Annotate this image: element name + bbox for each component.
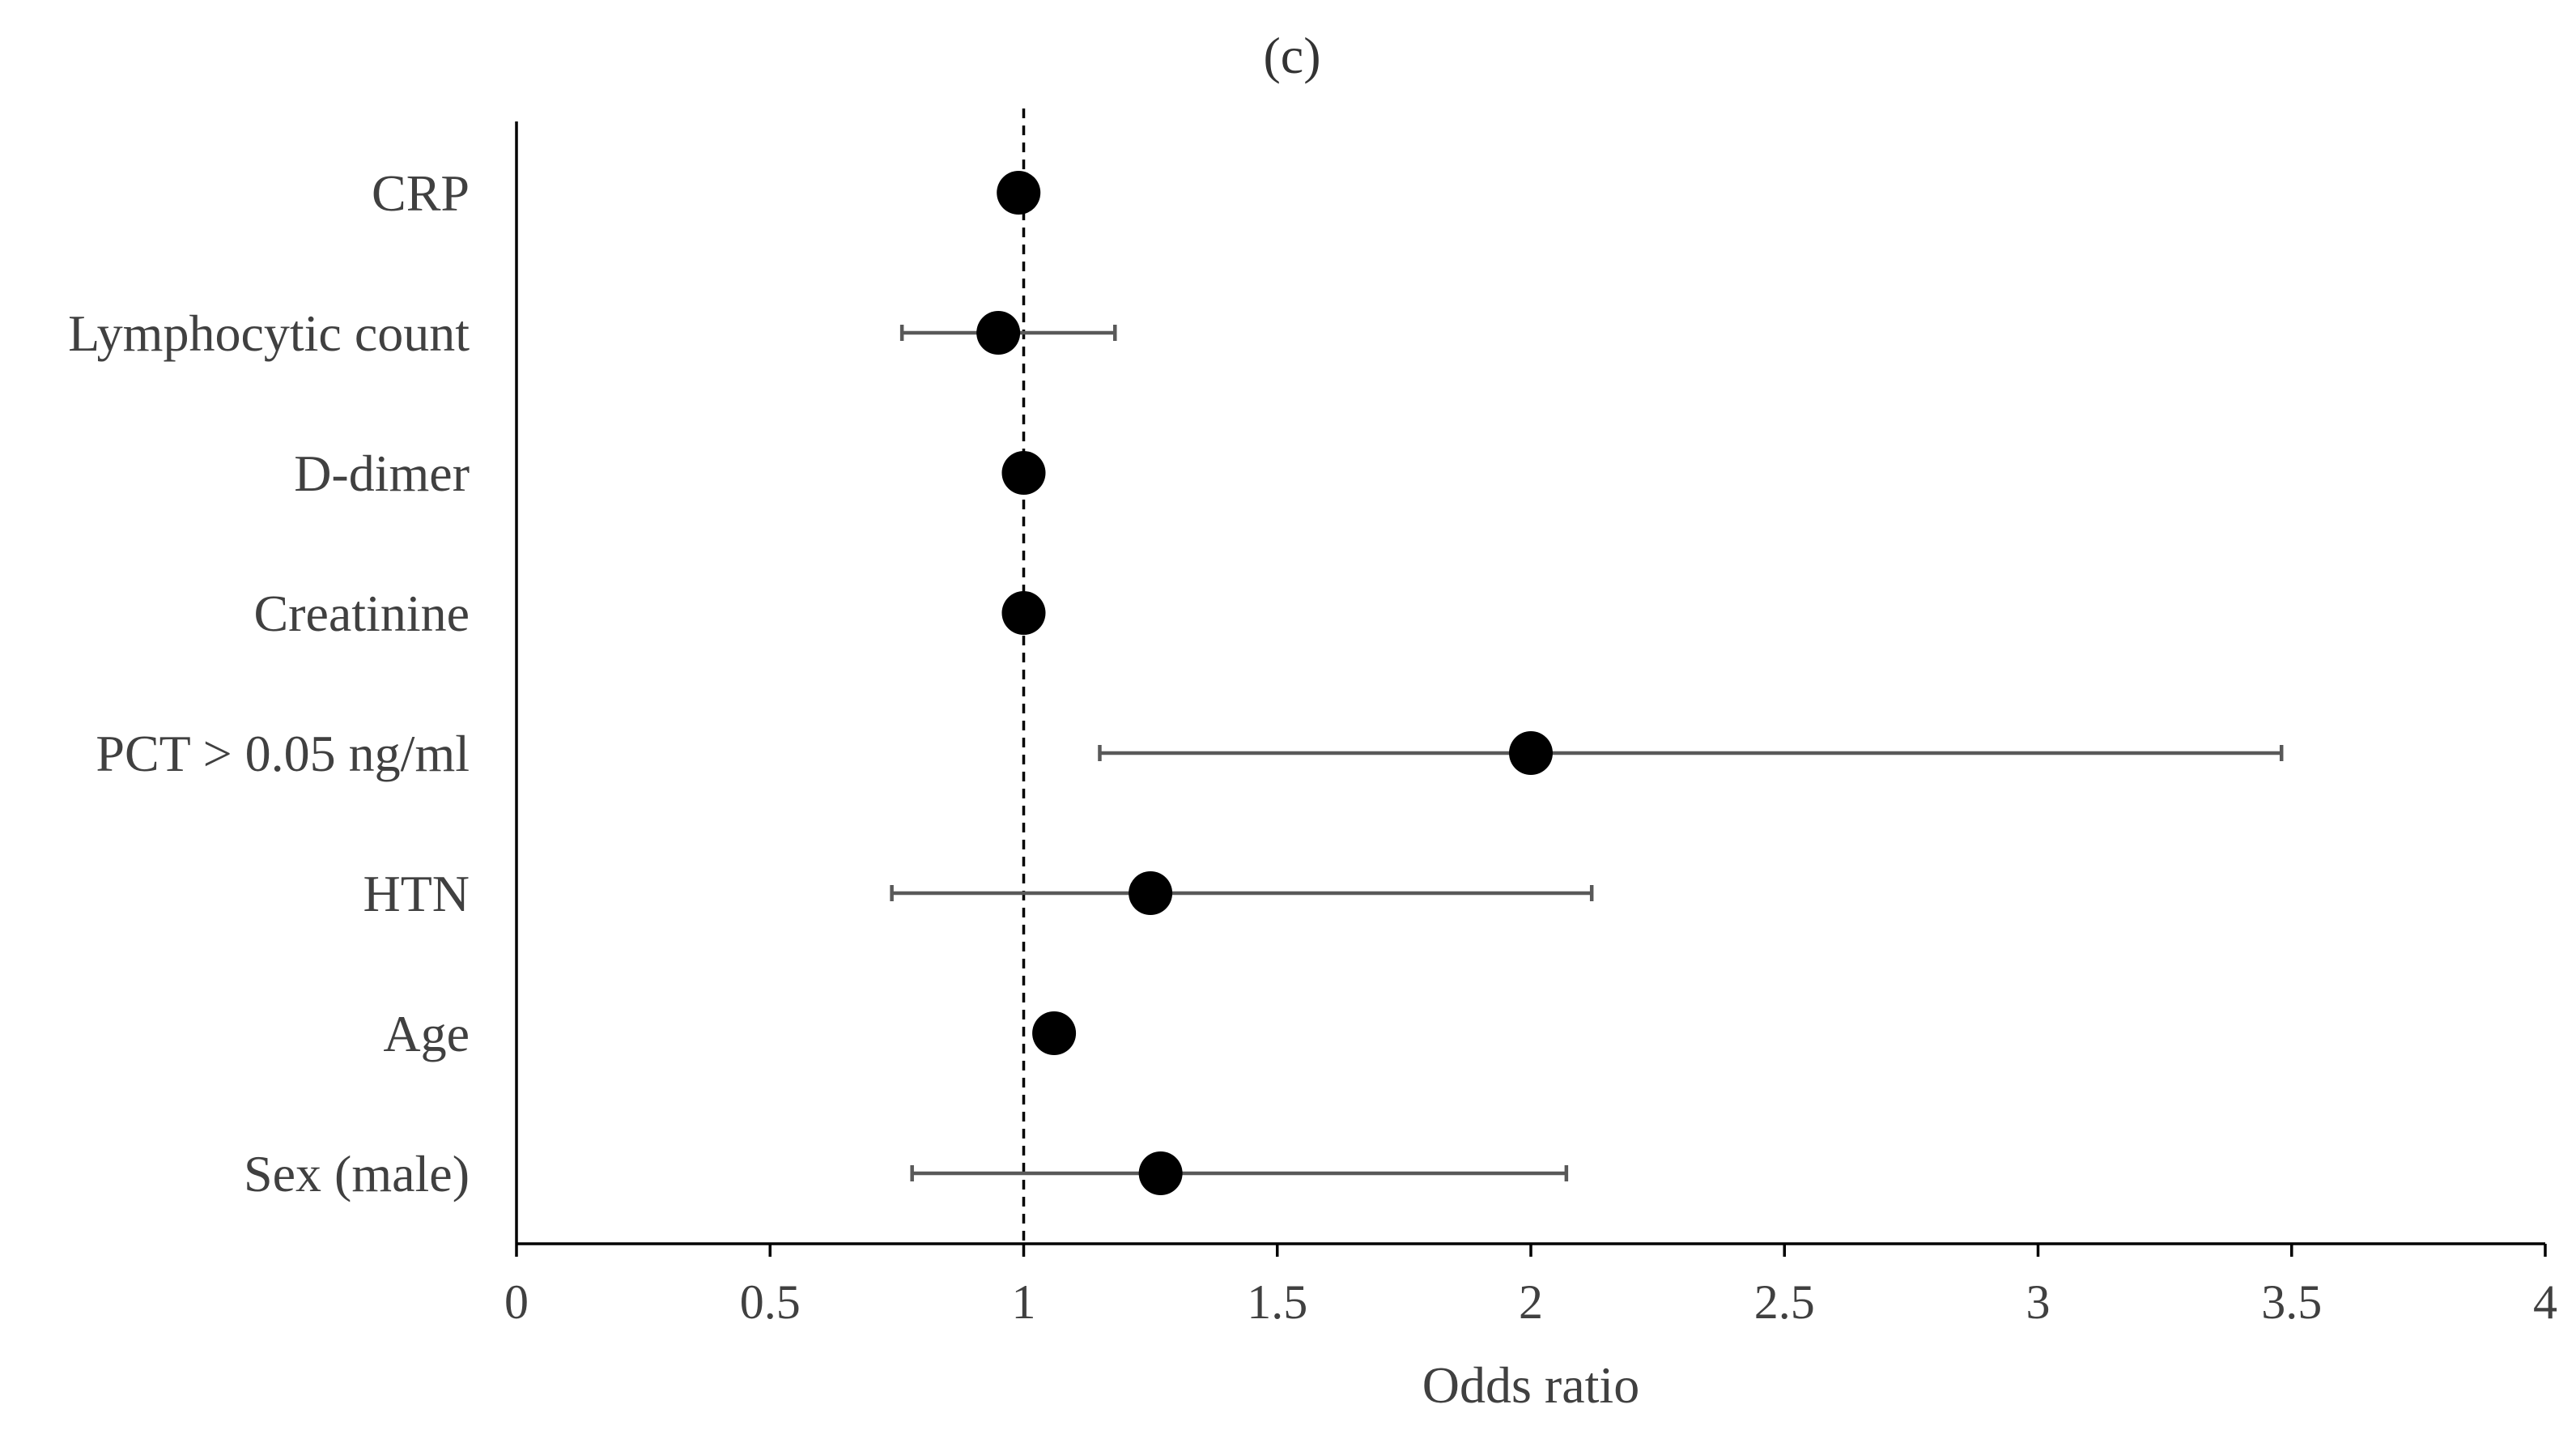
odds-ratio-points bbox=[976, 171, 1553, 1195]
x-tick-label: 3 bbox=[2026, 1275, 2051, 1329]
odds-ratio-point bbox=[976, 311, 1021, 355]
x-tick-label: 0 bbox=[504, 1275, 529, 1329]
x-tick-label: 2 bbox=[1519, 1275, 1543, 1329]
category-labels: CRP Lymphocytic count D-dimer Creatinine PCT… bbox=[68, 164, 470, 1202]
category-label: Sex (male) bbox=[244, 1145, 470, 1202]
odds-ratio-point bbox=[1138, 1151, 1183, 1195]
category-label: CRP bbox=[372, 164, 470, 222]
category-label: Creatinine bbox=[253, 585, 470, 642]
x-tick-label: 3.5 bbox=[2261, 1275, 2322, 1329]
odds-ratio-point bbox=[997, 171, 1041, 215]
x-tick-label: 1 bbox=[1012, 1275, 1036, 1329]
odds-ratio-point bbox=[1001, 591, 1046, 635]
odds-ratio-point bbox=[1032, 1011, 1077, 1055]
category-label: Age bbox=[383, 1005, 470, 1062]
x-tick-label: 1.5 bbox=[1247, 1275, 1307, 1329]
odds-ratio-point bbox=[1129, 871, 1173, 915]
x-tick-label: 2.5 bbox=[1754, 1275, 1815, 1329]
chart-title: (c) bbox=[1263, 27, 1320, 84]
odds-ratio-point bbox=[1001, 451, 1046, 495]
category-label: D-dimer bbox=[294, 445, 470, 502]
x-tick-label: 0.5 bbox=[740, 1275, 801, 1329]
error-bars bbox=[890, 325, 2284, 1181]
category-label: HTN bbox=[363, 865, 470, 922]
category-label: PCT > 0.05 ng/ml bbox=[96, 725, 470, 782]
x-tick-label: 4 bbox=[2533, 1275, 2557, 1329]
x-axis-title: Odds ratio bbox=[1422, 1356, 1639, 1414]
x-axis-ticks: 0 0.5 1 1.5 2 2.5 3 3.5 4 bbox=[504, 1244, 2557, 1329]
odds-ratio-point bbox=[1509, 731, 1553, 775]
category-label: Lymphocytic count bbox=[68, 304, 470, 362]
